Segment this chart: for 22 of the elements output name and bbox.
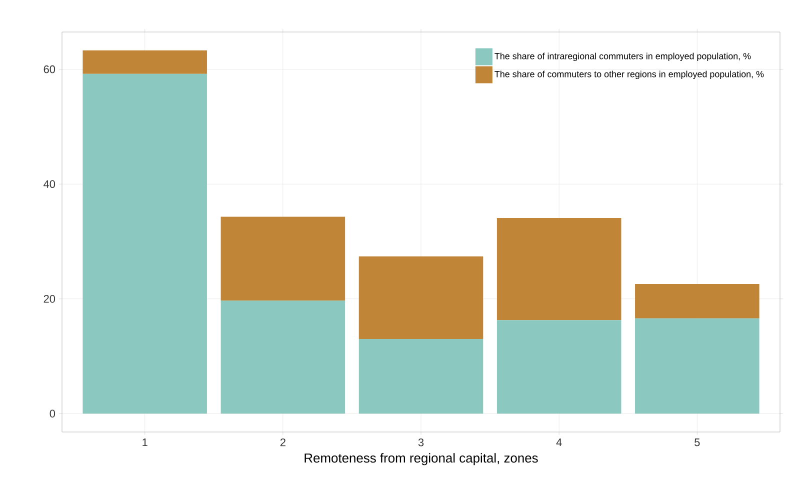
y-tick-label: 40 — [44, 180, 56, 188]
bar — [220, 216, 346, 301]
bar — [358, 256, 484, 340]
x-axis-title: Remoteness from regional capital, zones — [304, 453, 538, 466]
y-tick-label: 0 — [50, 410, 56, 418]
y-tick-label: 20 — [44, 294, 56, 303]
bar — [496, 320, 622, 414]
bar — [635, 318, 760, 414]
legend-label: The share of commuters to other regions in employed population, % — [494, 70, 764, 80]
x-tick-label: 1 — [142, 438, 148, 446]
y-tick-label: 60 — [44, 65, 56, 74]
bar — [220, 300, 346, 414]
x-tick-label: 4 — [556, 438, 562, 446]
bar — [496, 218, 622, 320]
x-tick-label: 5 — [694, 438, 700, 446]
x-tick-label: 3 — [418, 438, 424, 446]
bar — [358, 339, 484, 414]
x-tick-label: 2 — [280, 438, 286, 446]
bar — [82, 50, 207, 74]
legend-label: The share of intraregional commuters in employed population, % — [494, 52, 751, 62]
bar — [82, 74, 207, 414]
bar — [635, 284, 760, 318]
